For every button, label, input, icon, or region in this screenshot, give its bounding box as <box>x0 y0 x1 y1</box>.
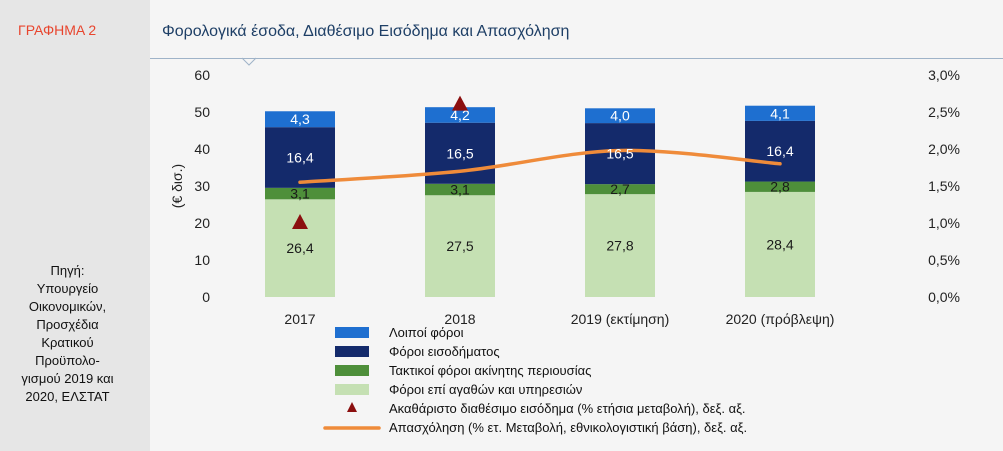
source-line: Προϋπολο- <box>35 353 100 368</box>
legend-swatch-disposable_income_marker <box>347 402 357 412</box>
y-tick-label: 20 <box>194 215 210 231</box>
data-label-income_taxes: 16,5 <box>446 145 473 161</box>
source-line: 2020, ΕΛΣΤΑΤ <box>25 389 110 404</box>
y2-tick-label: 0,5% <box>928 252 960 268</box>
income-marker <box>292 214 308 229</box>
source-line: Προσχέδια <box>36 317 99 332</box>
figure-label: ΓΡΑΦΗΜΑ 2 <box>18 22 97 38</box>
bar-segment-goods_services_taxes <box>425 195 495 297</box>
y-tick-label: 0 <box>202 289 210 305</box>
legend-swatch-property_taxes <box>335 365 369 376</box>
source-note: Πηγή: Υπουργείο Οικονομικών, Προσχέδια Κ… <box>4 262 131 406</box>
data-label-income_taxes: 16,5 <box>606 146 633 162</box>
legend-swatch-other_taxes <box>335 327 369 338</box>
y-tick-label: 30 <box>194 178 210 194</box>
bar-segment-other_taxes <box>425 107 495 123</box>
y2-tick-label: 1,5% <box>928 178 960 194</box>
title-divider <box>150 58 1003 59</box>
legend-swatch-goods_services_taxes <box>335 384 369 395</box>
data-label-property_taxes: 2,8 <box>770 179 790 195</box>
y2-tick-label: 2,0% <box>928 141 960 157</box>
data-label-goods_services_taxes: 27,5 <box>446 238 473 254</box>
legend-label: Τακτικοί φόροι ακίνητης περιουσίας <box>389 363 591 378</box>
chart-panel: Φορολογικά έσοδα, Διαθέσιμο Εισόδημα και… <box>150 0 1003 451</box>
data-label-other_taxes: 4,3 <box>290 111 310 127</box>
source-line: Υπουργείο <box>36 281 99 296</box>
y2-tick-label: 2,5% <box>928 104 960 120</box>
y-tick-label: 50 <box>194 104 210 120</box>
x-tick-label: 2017 <box>284 311 315 327</box>
x-tick-label: 2018 <box>444 311 475 327</box>
y-tick-label: 10 <box>194 252 210 268</box>
data-label-income_taxes: 16,4 <box>766 143 793 159</box>
data-label-other_taxes: 4,2 <box>450 107 470 123</box>
data-label-goods_services_taxes: 27,8 <box>606 238 633 254</box>
source-line: Κρατικού <box>41 335 94 350</box>
data-label-other_taxes: 4,1 <box>770 105 790 121</box>
legend-label: Φόροι επί αγαθών και υπηρεσιών <box>389 382 582 397</box>
data-label-goods_services_taxes: 26,4 <box>286 240 313 256</box>
source-line: Οικονομικών, <box>28 299 107 314</box>
bar-segment-income_taxes <box>265 127 335 188</box>
x-tick-label: 2020 (πρόβλεψη) <box>726 311 835 327</box>
data-label-income_taxes: 16,4 <box>286 150 313 166</box>
y-axis-label: (€ δισ.) <box>169 164 185 208</box>
y2-tick-label: 1,0% <box>928 215 960 231</box>
bar-segment-income_taxes <box>745 120 815 182</box>
legend-label: Απασχόληση (% ετ. Μεταβολή, εθνικολογιστ… <box>389 420 747 435</box>
chart-title: Φορολογικά έσοδα, Διαθέσιμο Εισόδημα και… <box>162 23 570 40</box>
source-line: Πηγή: <box>50 263 85 278</box>
y2-tick-label: 3,0% <box>928 67 960 83</box>
bar-segment-other_taxes <box>585 108 655 124</box>
title-notch <box>241 57 257 66</box>
bar-segment-property_taxes <box>745 181 815 192</box>
x-tick-label: 2019 (εκτίμηση) <box>571 311 670 327</box>
income-marker <box>452 95 468 111</box>
y2-tick-label: 0,0% <box>928 289 960 305</box>
bar-segment-property_taxes <box>425 183 495 196</box>
bar-segment-goods_services_taxes <box>745 191 815 297</box>
data-label-other_taxes: 4,0 <box>610 108 630 124</box>
employment-line <box>298 148 782 185</box>
legend-label: Λοιποί φόροι <box>389 325 464 340</box>
sidebar: ΓΡΑΦΗΜΑ 2 Πηγή: Υπουργείο Οικονομικών, Π… <box>0 0 133 451</box>
bar-segment-income_taxes <box>585 123 655 185</box>
bar-segment-other_taxes <box>745 105 815 121</box>
bar-segment-goods_services_taxes <box>585 194 655 297</box>
data-label-property_taxes: 3,1 <box>450 182 470 198</box>
source-line: γισμού 2019 και <box>21 371 114 386</box>
legend-swatch-income_taxes <box>335 346 369 357</box>
chart: 0 10 20 30 40 50 60 0,0% 0,5% 1,0% 1,5% 2,0% 2,5% 3,0… <box>169 57 960 435</box>
data-label-goods_services_taxes: 28,4 <box>766 236 793 252</box>
bar-segment-other_taxes <box>265 111 335 128</box>
bar-segment-property_taxes <box>585 184 655 195</box>
data-label-property_taxes: 2,7 <box>610 181 630 197</box>
data-label-property_taxes: 3,1 <box>290 186 310 202</box>
legend-label: Ακαθάριστο διαθέσιμο εισόδημα (% ετήσια … <box>389 401 746 416</box>
legend-label: Φόροι εισοδήματος <box>389 344 500 359</box>
y-tick-label: 40 <box>194 141 210 157</box>
bar-segment-property_taxes <box>265 187 335 200</box>
y-tick-label: 60 <box>194 67 210 83</box>
